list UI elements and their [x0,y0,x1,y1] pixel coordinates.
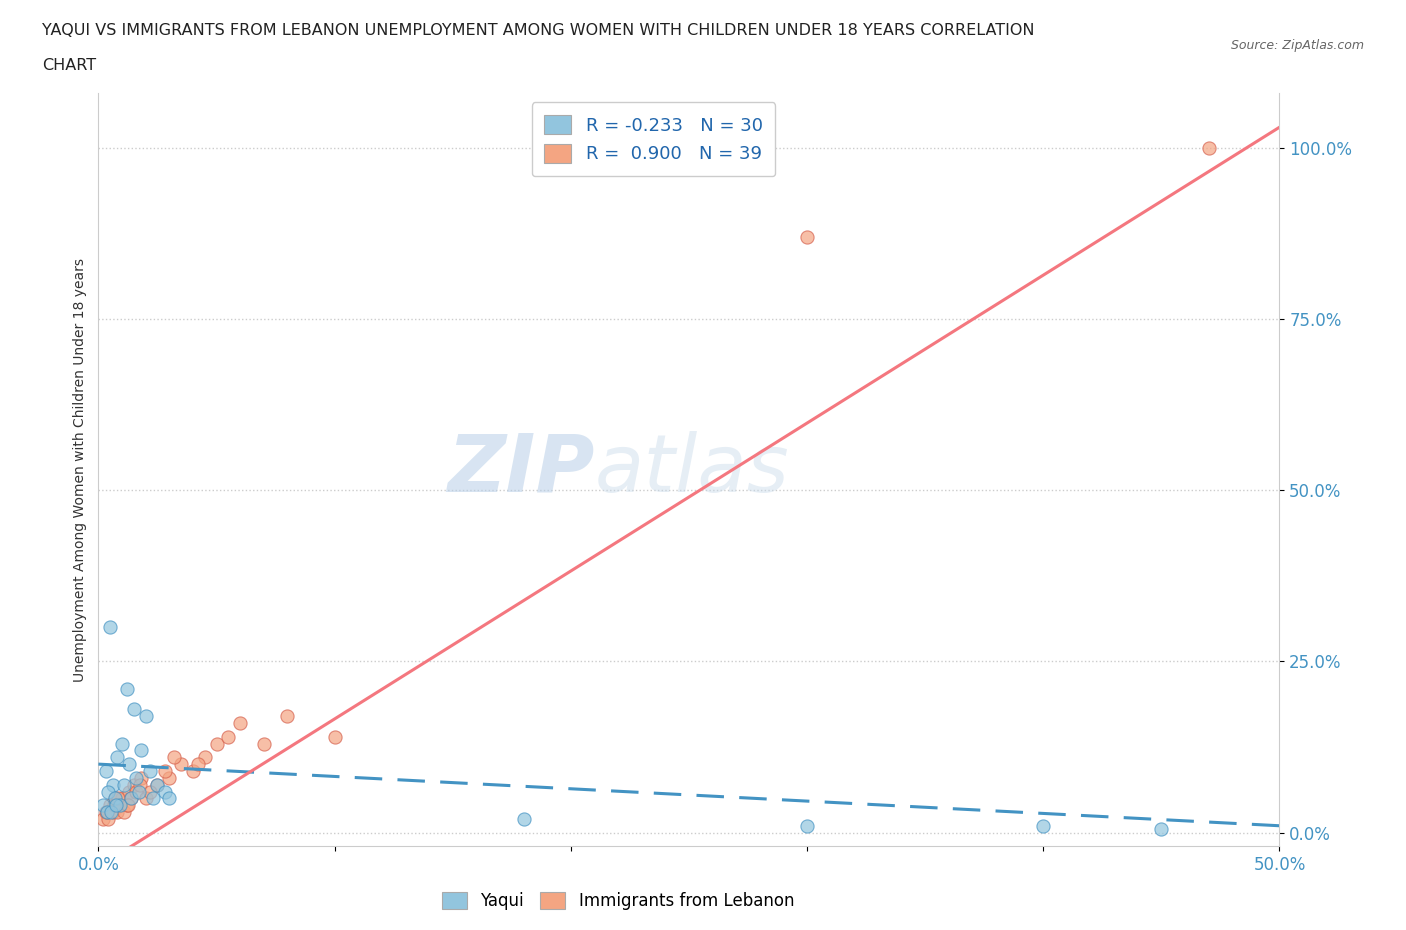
Point [139,784,162,799]
Point [96,804,118,819]
Text: ZIP: ZIP [447,431,595,509]
Point [108,798,131,813]
Point [103,798,125,813]
Point [121,790,143,805]
Point [115,798,138,813]
Point [135,709,157,724]
Point [100,804,122,819]
Text: CHART: CHART [42,58,96,73]
Point [94,764,117,778]
Point [170,757,193,772]
Point [111,790,134,805]
Point [91,812,114,827]
Point [129,743,152,758]
Point [187,757,209,772]
Point [97,784,120,799]
Point [129,770,152,785]
Point [194,750,217,764]
Point [94,804,117,819]
Point [125,770,148,785]
Point [146,777,169,792]
Point [105,750,128,764]
Point [101,804,124,819]
Point [122,702,145,717]
Point [105,798,128,813]
Point [153,784,176,799]
Point [135,790,157,805]
Y-axis label: Unemployment Among Women with Children Under 18 years: Unemployment Among Women with Children U… [73,258,87,682]
Point [105,804,128,819]
Point [121,790,143,805]
Point [1198,140,1220,155]
Point [115,682,138,697]
Text: YAQUI VS IMMIGRANTS FROM LEBANON UNEMPLOYMENT AMONG WOMEN WITH CHILDREN UNDER 18: YAQUI VS IMMIGRANTS FROM LEBANON UNEMPLO… [42,23,1035,38]
Legend: Yaqui, Immigrants from Lebanon: Yaqui, Immigrants from Lebanon [436,885,801,917]
Point [107,790,129,805]
Point [128,777,150,792]
Point [1150,822,1173,837]
Point [104,790,127,805]
Point [205,737,228,751]
Point [157,770,180,785]
Point [276,709,298,724]
Point [1032,818,1054,833]
Point [157,790,180,805]
Point [117,798,139,813]
Point [104,790,127,805]
Point [98,798,121,813]
Point [128,784,150,799]
Point [112,777,135,792]
Point [142,790,165,805]
Point [108,798,131,813]
Point [253,737,276,751]
Point [796,818,818,833]
Point [153,764,176,778]
Point [323,729,346,744]
Point [96,804,118,819]
Point [97,812,120,827]
Point [181,764,204,778]
Point [118,757,141,772]
Point [118,784,141,799]
Point [139,764,162,778]
Text: atlas: atlas [595,431,789,509]
Point [146,777,169,792]
Point [112,804,135,819]
Point [98,619,121,634]
Point [125,784,148,799]
Point [101,777,124,792]
Point [796,230,818,245]
Point [91,798,114,813]
Text: Source: ZipAtlas.com: Source: ZipAtlas.com [1230,39,1364,52]
Point [111,737,134,751]
Point [229,715,252,730]
Point [217,729,239,744]
Point [163,750,186,764]
Point [512,812,534,827]
Point [122,777,145,792]
